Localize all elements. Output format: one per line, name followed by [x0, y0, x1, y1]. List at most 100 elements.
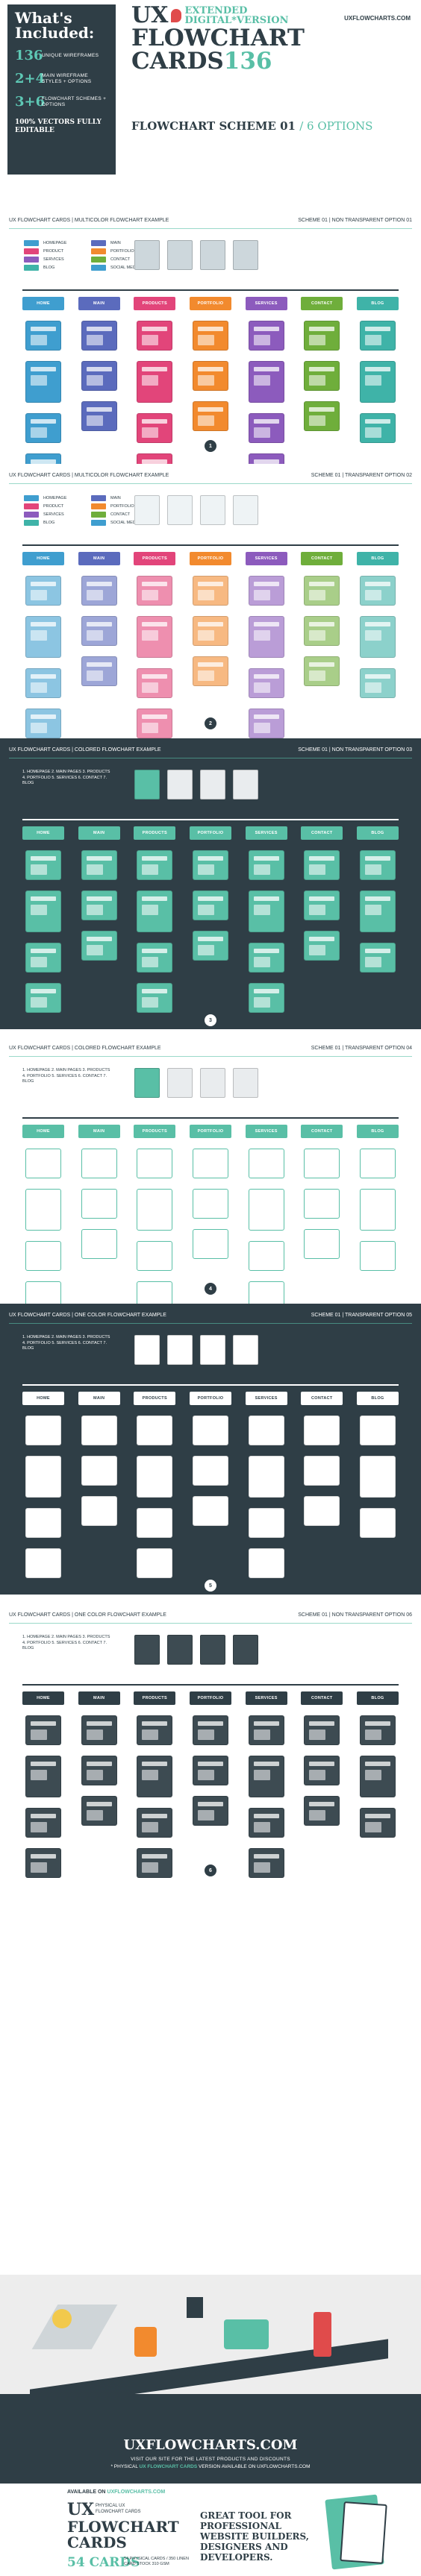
page-columns: HOME MAIN PRODUCTS PORTFOLIO SERVICES CONTACT… — [22, 1392, 399, 1578]
wireframe-card — [25, 616, 61, 658]
section-title: UX FLOWCHART CARDS | MULTICOLOR FLOWCHAR… — [9, 217, 169, 223]
wireframe-card — [192, 850, 228, 880]
flow-connector — [22, 1684, 399, 1686]
page-column: HOME — [22, 826, 64, 1013]
page-column: HOME — [22, 1125, 64, 1311]
wireframe-card — [192, 1189, 228, 1219]
flowchart-section: UX FLOWCHART CARDS | ONE COLOR FLOWCHART… — [0, 1603, 421, 1879]
wireframe-card — [192, 401, 228, 431]
legend-item: SERVICES — [24, 510, 91, 518]
page-label: HOME — [22, 552, 64, 565]
section-description: 1. HOMEPAGE 2. MAIN PAGES 3. PRODUCTS 4.… — [22, 770, 110, 785]
legend-swatch — [91, 519, 106, 526]
section-header: UX FLOWCHART CARDS | COLORED FLOWCHART E… — [9, 1043, 412, 1053]
promo-available: AVAILABLE ON UXFLOWCHARTS.COM — [67, 2489, 166, 2495]
wireframe-card — [25, 1416, 61, 1445]
wireframe-card — [137, 576, 173, 606]
wireframe-card — [200, 240, 225, 270]
logo-main: FLOWCHART CARDS136 — [131, 25, 305, 75]
flowchart-section: UX FLOWCHART CARDS | ONE COLOR FLOWCHART… — [0, 1304, 421, 1595]
page-label: SERVICES — [245, 826, 287, 840]
home-cards — [134, 240, 258, 270]
wireframe-card — [192, 1229, 228, 1259]
wireframe-card — [359, 576, 396, 606]
wireframe-card — [248, 413, 284, 443]
page-columns: HOME MAIN PRODUCTS PORTFOLIO SERVICES CONTACT… — [22, 1691, 399, 1878]
legend-swatch — [24, 248, 39, 254]
page-column: BLOG — [356, 297, 399, 483]
wireframe-card — [304, 576, 340, 606]
wireframe-card — [134, 1335, 160, 1365]
site-link[interactable]: UXFLOWCHARTS.COM — [344, 15, 411, 22]
section-number: 6 — [205, 1865, 216, 1876]
wireframe-card — [248, 1241, 284, 1271]
page-label: SERVICES — [245, 552, 287, 565]
section-option: SCHEME 01 | TRANSPARENT OPTION 05 — [311, 1312, 412, 1318]
wireframe-card — [359, 850, 396, 880]
wireframe-card — [134, 770, 160, 799]
page-column: BLOG — [356, 1392, 399, 1578]
section-header: UX FLOWCHART CARDS | COLORED FLOWCHART E… — [9, 744, 412, 755]
wireframe-card — [137, 1149, 173, 1178]
home-cards — [134, 1635, 258, 1665]
page-label: CONTACT — [301, 297, 343, 310]
wireframe-card — [248, 709, 284, 738]
wireframe-card — [25, 361, 61, 403]
wireframe-card — [200, 1635, 225, 1665]
flow-connector — [22, 819, 399, 820]
wireframe-card — [137, 616, 173, 658]
footer-visit-text: VISIT OUR SITE FOR THE LATEST PRODUCTS A… — [131, 2457, 290, 2462]
flow-connector — [22, 289, 399, 291]
page-column: BLOG — [356, 826, 399, 1013]
section-number: 5 — [205, 1580, 216, 1592]
legend-swatch — [24, 494, 39, 501]
page-label: BLOG — [356, 297, 399, 310]
wireframe-card — [200, 1068, 225, 1098]
promo-tagline: GREAT TOOL FOR PROFESSIONAL WEBSITE BUIL… — [200, 2510, 309, 2563]
logo-ux: UX — [131, 2, 169, 28]
wireframe-card — [137, 1508, 173, 1538]
wireframe-card — [192, 1149, 228, 1178]
wireframe-card — [192, 1796, 228, 1826]
wireframe-card — [248, 943, 284, 973]
wireframe-card — [192, 321, 228, 351]
wireframe-card — [359, 321, 396, 351]
promo-details: 54 PHYSICAL CARDS / 350 LINEN CARD STOCK… — [124, 2557, 189, 2566]
wireframe-card — [137, 1715, 173, 1745]
section-title: UX FLOWCHART CARDS | ONE COLOR FLOWCHART… — [9, 1612, 166, 1618]
wireframe-card — [81, 1456, 117, 1486]
wireframe-card — [248, 1416, 284, 1445]
section-number: 2 — [205, 717, 216, 729]
wireframe-card — [248, 1848, 284, 1878]
page-label: PRODUCTS — [134, 297, 176, 310]
page-label: PORTFOLIO — [189, 552, 231, 565]
section-number: 1 — [205, 440, 216, 452]
wireframe-card — [359, 1756, 396, 1797]
legend-swatch — [24, 503, 39, 509]
legend-swatch — [24, 519, 39, 526]
wireframe-card — [167, 770, 193, 799]
footer-site-link[interactable]: UXFLOWCHARTS.COM — [123, 2437, 298, 2453]
page-label: SERVICES — [245, 297, 287, 310]
wireframe-card — [25, 943, 61, 973]
promo-banner: AVAILABLE ON UXFLOWCHARTS.COM UX PHYSICA… — [0, 2484, 421, 2576]
page-column: PORTFOLIO — [189, 1392, 231, 1578]
wireframe-card — [137, 943, 173, 973]
legend-label: SOCIAL MEDIA — [110, 265, 140, 270]
wireframe-card — [81, 401, 117, 431]
legend-item: PORTFOLIO — [91, 247, 158, 255]
promo-title: FLOWCHART CARDS — [67, 2518, 179, 2551]
wireframe-card — [25, 576, 61, 606]
wireframe-card — [137, 1756, 173, 1797]
wireframe-card — [359, 1416, 396, 1445]
wireframe-card — [248, 1756, 284, 1797]
section-option: SCHEME 01 | NON TRANSPARENT OPTION 06 — [298, 1612, 412, 1618]
page-label: PRODUCTS — [134, 552, 176, 565]
wireframe-card — [192, 1756, 228, 1785]
wireframe-card — [304, 850, 340, 880]
promo-ux: UX — [67, 2500, 95, 2519]
legend-item: SERVICES — [24, 255, 91, 263]
wireframe-card — [304, 1715, 340, 1745]
page-label: CONTACT — [301, 552, 343, 565]
flowchart-section: UX FLOWCHART CARDS | COLORED FLOWCHART E… — [0, 738, 421, 1029]
